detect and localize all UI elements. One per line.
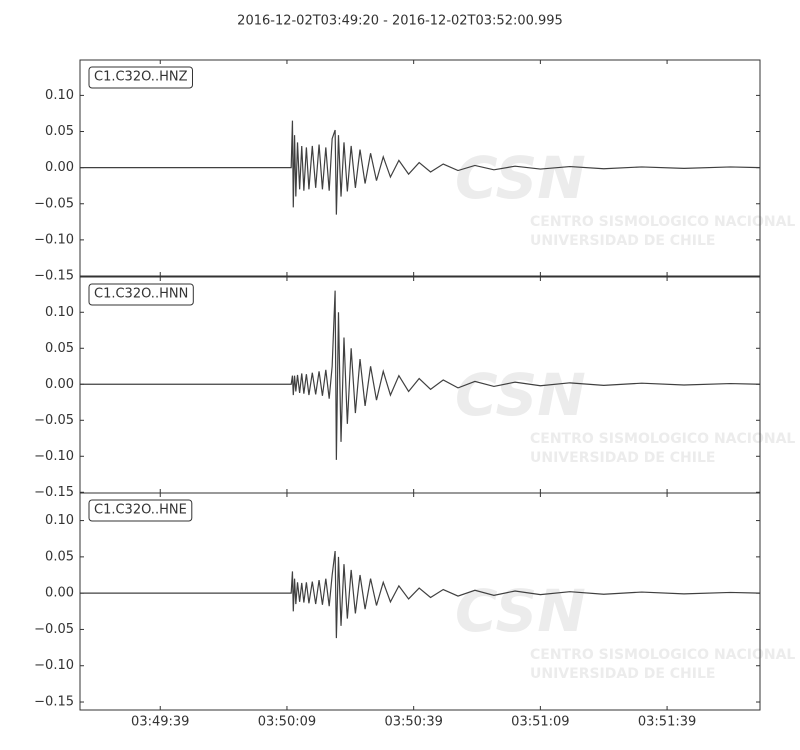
trace-label-text: C1.C32O..HNN xyxy=(94,287,188,302)
x-tick-label: 03:50:39 xyxy=(384,715,442,730)
y-tick-label: 0.05 xyxy=(45,549,74,564)
y-tick-label: 0.10 xyxy=(45,513,74,528)
y-tick-label: −0.15 xyxy=(34,485,74,500)
y-tick-label: −0.10 xyxy=(34,232,74,247)
y-tick-label: −0.10 xyxy=(34,449,74,464)
trace-label: C1.C32O..HNE xyxy=(88,499,193,522)
axes-frame xyxy=(79,59,761,277)
axes-frame xyxy=(79,492,761,711)
watermark-line: CENTRO SISMOLOGICO NACIONAL xyxy=(530,647,795,663)
watermark-logo: CSN xyxy=(455,144,586,212)
y-tick-label: −0.15 xyxy=(34,695,74,710)
watermark: CSN CENTRO SISMOLOGICO NACIONAL UNIVERSIDA… xyxy=(455,361,795,466)
watermark-logo: CSN xyxy=(455,577,586,645)
y-tick-label: 0.00 xyxy=(45,160,74,175)
y-tick-label: 0.00 xyxy=(45,377,74,392)
watermark: CSN CENTRO SISMOLOGICO NACIONAL UNIVERSIDA… xyxy=(455,144,795,249)
x-tick-label: 03:50:09 xyxy=(258,715,316,730)
y-tick-label: −0.05 xyxy=(34,196,74,211)
figure-title: 2016-12-02T03:49:20 - 2016-12-02T03:52:0… xyxy=(237,14,563,29)
trace-label: C1.C32O..HNN xyxy=(88,283,194,306)
waveform xyxy=(80,550,761,639)
watermark-logo: CSN xyxy=(455,361,586,429)
y-tick-label: −0.05 xyxy=(34,413,74,428)
trace-label-text: C1.C32O..HNZ xyxy=(94,70,188,85)
waveform xyxy=(80,120,761,215)
trace-label: C1.C32O..HNZ xyxy=(88,66,193,89)
trace-label-box xyxy=(88,499,193,522)
waveform xyxy=(80,290,761,460)
y-tick-label: −0.15 xyxy=(34,269,74,284)
y-tick-label: −0.10 xyxy=(34,658,74,673)
x-tick-label: 03:51:09 xyxy=(511,715,569,730)
y-tick-label: 0.05 xyxy=(45,341,74,356)
watermark-line: UNIVERSIDAD DE CHILE xyxy=(530,450,715,466)
y-tick-label: 0.10 xyxy=(45,305,74,320)
trace-label-box xyxy=(88,283,194,306)
watermark: CSN CENTRO SISMOLOGICO NACIONAL UNIVERSIDA… xyxy=(455,577,795,682)
y-tick-label: 0.00 xyxy=(45,586,74,601)
watermark-line: UNIVERSIDAD DE CHILE xyxy=(530,233,715,249)
trace-label-box xyxy=(88,66,193,89)
watermark-line: CENTRO SISMOLOGICO NACIONAL xyxy=(530,214,795,230)
y-tick-label: −0.05 xyxy=(34,622,74,637)
watermark-line: CENTRO SISMOLOGICO NACIONAL xyxy=(530,431,795,447)
watermark-line: UNIVERSIDAD DE CHILE xyxy=(530,666,715,682)
trace-label-text: C1.C32O..HNE xyxy=(94,503,187,518)
y-tick-label: 0.10 xyxy=(45,88,74,103)
x-tick-label: 03:51:39 xyxy=(638,715,696,730)
x-tick-label: 03:49:39 xyxy=(131,715,189,730)
y-tick-label: 0.05 xyxy=(45,124,74,139)
